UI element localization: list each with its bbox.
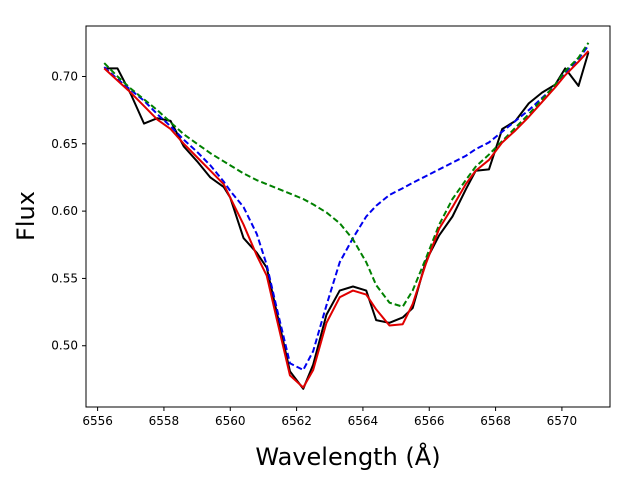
plot-frame: [85, 25, 611, 408]
x-tick-label: 6558: [149, 414, 180, 428]
series-line-component-2: [103, 42, 590, 308]
series-line-component-1: [103, 44, 590, 371]
y-tick-label: 0.65: [51, 137, 78, 151]
x-tick-label: 6564: [348, 414, 379, 428]
y-tick-label: 0.70: [51, 69, 78, 83]
series-line-fit: [103, 50, 590, 389]
x-tick-label: 6570: [547, 414, 578, 428]
y-axis-label: Flux: [12, 191, 40, 241]
x-tick-label: 6562: [281, 414, 312, 428]
x-tick-label: 6560: [215, 414, 246, 428]
series-layer: [103, 42, 590, 390]
ticks-layer: 6556 6558 6560 6562 6564 6566 6568 6570 0.50 0.55…: [51, 69, 577, 428]
x-tick-label: 6566: [414, 414, 445, 428]
series-line-observed: [104, 51, 590, 390]
x-tick-label: 6568: [480, 414, 511, 428]
x-tick-label: 6556: [82, 414, 113, 428]
y-tick-label: 0.55: [51, 271, 78, 285]
y-tick-label: 0.60: [51, 204, 78, 218]
x-axis-label: Wavelength (Å): [255, 442, 440, 471]
y-tick-label: 0.50: [51, 339, 78, 353]
